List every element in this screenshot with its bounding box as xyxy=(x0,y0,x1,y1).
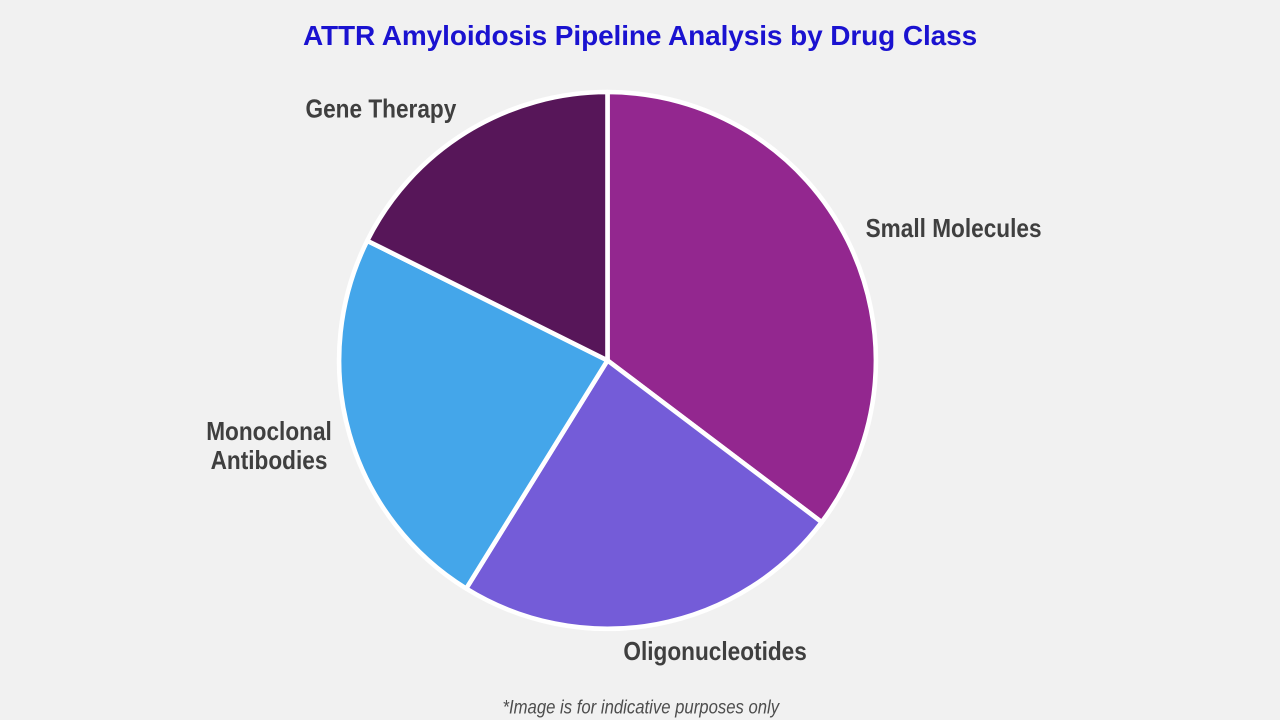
svg-text:Antibodies: Antibodies xyxy=(211,447,328,476)
svg-text:Monoclonal: Monoclonal xyxy=(206,417,332,446)
svg-text:Small Molecules: Small Molecules xyxy=(866,215,1042,244)
svg-text:Gene Therapy: Gene Therapy xyxy=(306,95,457,124)
svg-text:ATTR Amyloidosis Pipeline Anal: ATTR Amyloidosis Pipeline Analysis by Dr… xyxy=(303,20,977,51)
svg-text:Oligonucleotides: Oligonucleotides xyxy=(623,638,806,667)
svg-text:*Image is for indicative purpo: *Image is for indicative purposes only xyxy=(503,696,781,717)
